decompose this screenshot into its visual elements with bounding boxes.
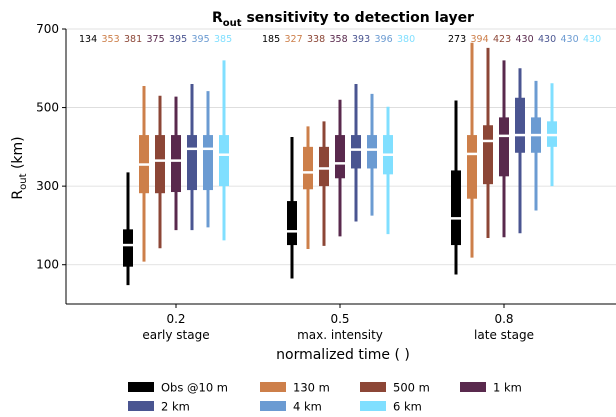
y-tick-label: 100 — [36, 258, 59, 272]
box-4-km — [202, 91, 214, 228]
legend: Obs @10 m 130 m 500 m 1 km 2 km 4 km 6 km — [128, 381, 522, 414]
box-obs-10-m — [450, 100, 462, 275]
box-1-km — [170, 96, 182, 231]
sample-count-label: 430 — [561, 34, 579, 45]
legend-label: 500 m — [393, 381, 430, 395]
legend-item: 4 km — [260, 400, 322, 414]
sample-count-label: 396 — [375, 34, 393, 45]
y-axis-title: Rout (km) — [10, 136, 29, 199]
sample-count-label: 185 — [262, 34, 280, 45]
y-tick-label: 300 — [36, 179, 59, 193]
x-stage-label: late stage — [474, 328, 534, 342]
legend-label: 6 km — [393, 400, 422, 414]
legend-swatch — [460, 382, 486, 392]
y-tick-label: 500 — [36, 101, 59, 115]
chart-title: Rout sensitivity to detection layer — [212, 10, 474, 29]
box-iqr — [367, 135, 377, 169]
tick-labels: 100 300 500 700 0.2 early stage 0.5 max. intens… — [36, 22, 534, 342]
box-obs-10-m — [286, 137, 298, 279]
axes — [65, 29, 616, 305]
sample-count-label: 430 — [583, 34, 601, 45]
box-iqr — [335, 135, 345, 179]
box-iqr — [155, 135, 165, 194]
x-axis-title: normalized time ( ) — [276, 347, 410, 363]
sample-count-label: 385 — [214, 34, 232, 45]
box-iqr — [515, 97, 525, 153]
legend-label: 4 km — [293, 400, 322, 414]
box-iqr — [123, 229, 133, 267]
box-iqr — [483, 125, 493, 185]
box-iqr — [171, 135, 181, 193]
box-1-km — [498, 60, 510, 238]
box-4-km — [530, 80, 542, 211]
box-500-m — [318, 121, 330, 246]
legend-item: 6 km — [360, 400, 422, 414]
legend-label: Obs @10 m — [161, 381, 228, 395]
box-500-m — [482, 47, 494, 238]
box-1-km — [334, 99, 346, 237]
box-iqr — [219, 135, 229, 187]
box-6-km — [546, 83, 558, 187]
box-4-km — [366, 93, 378, 216]
box-2-km — [514, 68, 526, 234]
y-tick-label: 700 — [36, 22, 59, 36]
legend-item: Obs @10 m — [128, 381, 228, 395]
legend-label: 130 m — [293, 381, 330, 395]
x-tick-label: 0.2 — [166, 312, 185, 326]
sample-count-label: 423 — [493, 34, 511, 45]
box-iqr — [187, 135, 197, 191]
box-130-m — [302, 126, 314, 249]
box-6-km — [218, 60, 230, 241]
sample-count-label: 273 — [448, 34, 466, 45]
legend-item: 500 m — [360, 381, 430, 395]
box-iqr — [351, 135, 361, 169]
sample-count-label: 395 — [192, 34, 210, 45]
box-iqr — [499, 117, 509, 177]
box-iqr — [467, 135, 477, 199]
sample-count-label: 327 — [285, 34, 303, 45]
x-stage-label: early stage — [142, 328, 209, 342]
box-6-km — [382, 106, 394, 235]
x-tick-label: 0.5 — [330, 312, 349, 326]
legend-label: 1 km — [493, 381, 522, 395]
legend-swatch — [360, 401, 386, 411]
x-stage-label: max. intensity — [297, 328, 383, 342]
legend-swatch — [260, 382, 286, 392]
sample-count-label: 338 — [307, 34, 325, 45]
legend-label: 2 km — [161, 400, 190, 414]
legend-item: 1 km — [460, 381, 522, 395]
sample-count-label: 381 — [124, 34, 142, 45]
sample-count-label: 393 — [352, 34, 370, 45]
box-iqr — [451, 170, 461, 246]
sample-count-label: 430 — [538, 34, 556, 45]
sample-count-label: 395 — [169, 34, 187, 45]
box-2-km — [186, 84, 198, 231]
legend-swatch — [360, 382, 386, 392]
box-iqr — [287, 201, 297, 246]
box-iqr — [303, 146, 313, 190]
box-2-km — [350, 84, 362, 222]
box-iqr — [319, 146, 329, 187]
sample-count-label: 430 — [516, 34, 534, 45]
legend-swatch — [260, 401, 286, 411]
box-iqr — [203, 135, 213, 191]
legend-item: 130 m — [260, 381, 330, 395]
box-130-m — [466, 42, 478, 258]
sample-count-label: 394 — [471, 34, 489, 45]
sample-count-label: 134 — [79, 34, 97, 45]
sample-count-label: 380 — [397, 34, 415, 45]
legend-swatch — [128, 401, 154, 411]
box-500-m — [154, 95, 166, 249]
sample-count-label: 358 — [330, 34, 348, 45]
box-obs-10-m — [122, 172, 134, 286]
box-series — [122, 42, 558, 286]
sample-count-labels: 134 185 273 353 327 394 381 338 423 375 358 430 395 3… — [79, 34, 601, 45]
x-tick-label: 0.8 — [494, 312, 513, 326]
sample-count-label: 353 — [102, 34, 120, 45]
legend-swatch — [128, 382, 154, 392]
legend-item: 2 km — [128, 400, 190, 414]
sample-count-label: 375 — [147, 34, 165, 45]
box-130-m — [138, 85, 150, 262]
